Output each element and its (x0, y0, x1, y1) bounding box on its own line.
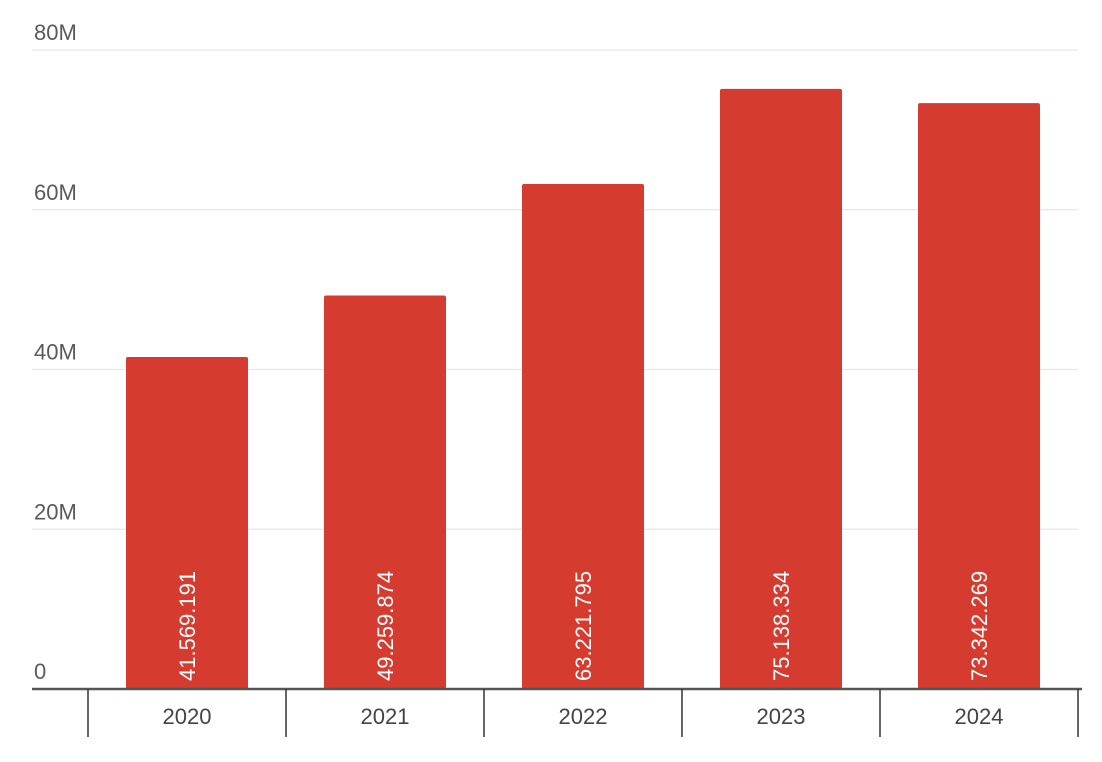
bar-2024 (918, 103, 1040, 689)
y-tick-label: 0 (34, 659, 46, 684)
bar-data-label: 41.569.191 (175, 571, 200, 681)
bar-2021 (324, 295, 446, 689)
y-axis-ticks: 0 20M 40M 60M 80M (34, 20, 77, 684)
bars (126, 88, 1040, 689)
x-tick-label: 2020 (163, 704, 212, 729)
bar-data-label: 73.342.269 (967, 571, 992, 681)
bar-data-label: 63.221.795 (571, 571, 596, 681)
bar-2023 (720, 88, 842, 689)
x-axis-ticks: 2020 2021 2022 2023 2024 (163, 704, 1004, 729)
bar-data-label: 75.138.334 (769, 571, 794, 681)
y-tick-label: 80M (34, 20, 77, 45)
x-axis (32, 687, 1082, 737)
y-tick-label: 60M (34, 180, 77, 205)
x-tick-label: 2021 (361, 704, 410, 729)
x-tick-label: 2023 (757, 704, 806, 729)
bar-data-labels: 41.569.191 49.259.874 63.221.795 75.138.334… (175, 571, 992, 681)
bar-2020 (126, 356, 248, 689)
bar-2022 (522, 184, 644, 689)
y-tick-label: 40M (34, 340, 77, 365)
x-tick-label: 2022 (559, 704, 608, 729)
x-tick-label: 2024 (955, 704, 1004, 729)
bar-data-label: 49.259.874 (373, 571, 398, 681)
y-tick-label: 20M (34, 499, 77, 524)
